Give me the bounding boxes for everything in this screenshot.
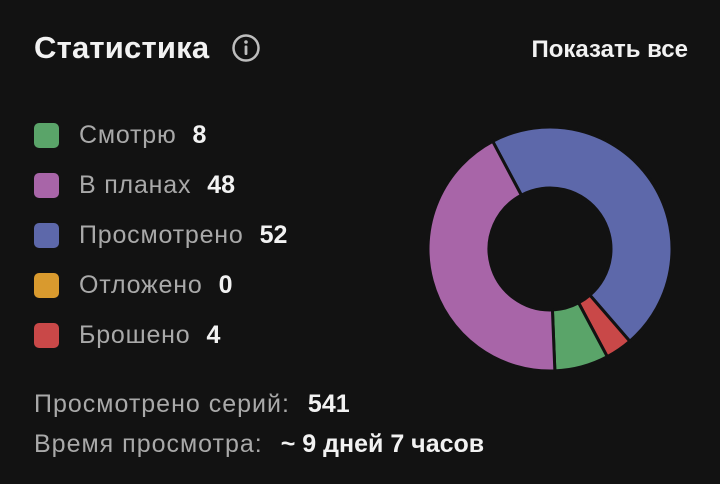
legend-count: 4 (206, 320, 221, 349)
legend-swatch-dropped (34, 322, 59, 348)
donut-slice-completed[interactable] (491, 126, 674, 343)
watch-time-value: ~ 9 дней 7 часов (280, 429, 485, 458)
legend-label: Отложено (79, 270, 203, 299)
legend-swatch-completed (34, 222, 59, 248)
status-donut-chart (426, 126, 674, 372)
statistics-header: Статистика (34, 30, 261, 66)
show-all-button[interactable]: Показать все (531, 36, 688, 63)
legend-label: В планах (79, 170, 192, 199)
episodes-watched-row: Просмотрено серий: 541 (34, 384, 484, 424)
legend-count: 48 (207, 170, 236, 199)
statistics-footer: Просмотрено серий: 541 Время просмотра: … (34, 384, 484, 464)
info-circle-icon[interactable] (231, 33, 261, 63)
legend-item-on-hold[interactable]: Отложено 0 (34, 260, 287, 310)
episodes-watched-label: Просмотрено серий: (34, 389, 290, 418)
legend-count: 52 (259, 220, 288, 249)
episodes-watched-value: 541 (307, 389, 350, 418)
legend-item-planned[interactable]: В планах 48 (34, 160, 287, 210)
legend-label: Просмотрено (79, 220, 244, 249)
watch-time-label: Время просмотра: (34, 429, 263, 458)
legend-item-completed[interactable]: Просмотрено 52 (34, 210, 287, 260)
legend-swatch-planned (34, 172, 59, 198)
legend-item-watching[interactable]: Смотрю 8 (34, 110, 287, 160)
legend-item-dropped[interactable]: Брошено 4 (34, 310, 287, 360)
legend-swatch-on-hold (34, 272, 59, 298)
page-title: Статистика (34, 30, 210, 65)
status-legend: Смотрю 8 В планах 48 Просмотрено 52 Отло… (34, 110, 287, 360)
legend-label: Брошено (79, 320, 191, 349)
legend-label: Смотрю (79, 120, 177, 149)
legend-swatch-watching (34, 122, 59, 148)
legend-count: 8 (192, 120, 207, 149)
donut-slice-planned[interactable] (426, 139, 557, 372)
watch-time-row: Время просмотра: ~ 9 дней 7 часов (34, 424, 484, 464)
legend-count: 0 (218, 270, 233, 299)
